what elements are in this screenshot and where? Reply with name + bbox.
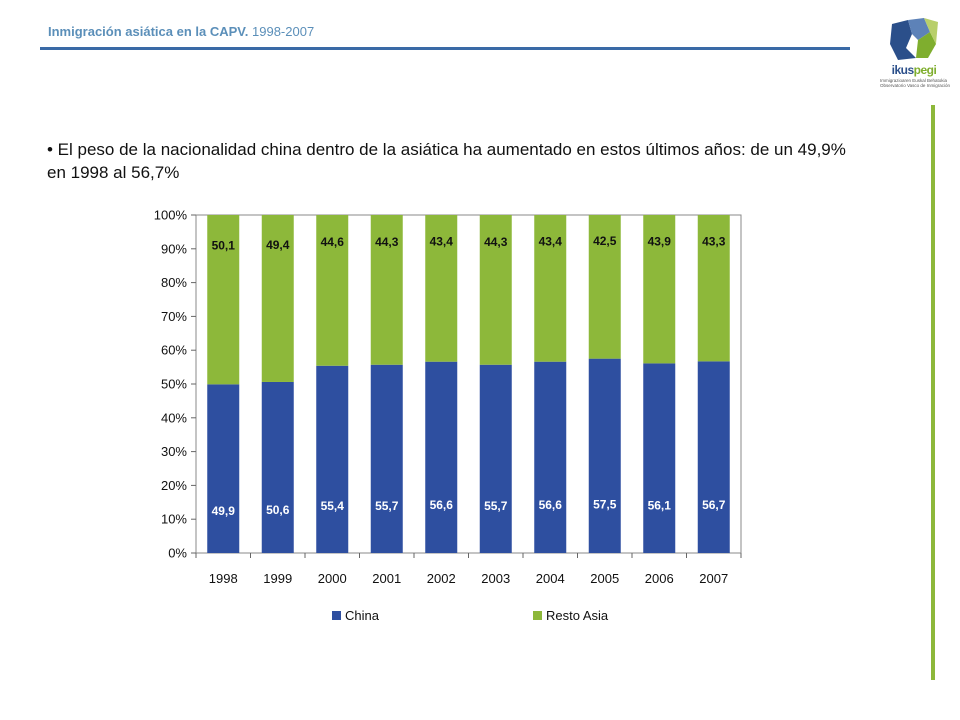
ikuspegi-logo-icon [890, 18, 938, 60]
bar-china-2001 [370, 364, 403, 553]
x-tick-label: 2000 [318, 571, 347, 586]
data-label-resto-asia-2004: 43,4 [539, 234, 563, 248]
logo-subtitle-line2: Observatorio Vasco de Inmigración [880, 83, 950, 88]
bar-china-1999 [261, 381, 294, 553]
data-label-resto-asia-2003: 44,3 [484, 235, 508, 249]
bar-resto-asia-1999 [261, 215, 294, 382]
bar-china-2003 [479, 364, 512, 553]
data-label-resto-asia-2000: 44,6 [321, 235, 345, 249]
data-label-china-2001: 55,7 [375, 499, 399, 513]
data-label-china-2003: 55,7 [484, 499, 508, 513]
bullet-text: • El peso de la nacionalidad china dentr… [47, 140, 846, 182]
data-label-china-2007: 56,7 [702, 498, 726, 512]
legend-swatch-china [332, 611, 341, 620]
bar-china-2006 [643, 363, 676, 553]
side-divider [931, 105, 935, 680]
bar-resto-asia-2004 [534, 215, 567, 362]
bar-china-2007 [697, 361, 730, 553]
header-title: Inmigración asiática en la CAPV. 1998-20… [48, 24, 314, 39]
logo-subtitle-line1: Immigrazioaren Euskal Behatokia [880, 78, 948, 83]
y-tick-label: 30% [161, 444, 187, 459]
x-tick-label: 1999 [263, 571, 292, 586]
data-label-resto-asia-1999: 49,4 [266, 238, 290, 252]
data-label-resto-asia-2007: 43,3 [702, 234, 726, 248]
logo-subtitle: Immigrazioaren Euskal Behatokia Observat… [880, 78, 950, 88]
x-tick-label: 2007 [699, 571, 728, 586]
x-tick-label: 2006 [645, 571, 674, 586]
bar-china-2005 [588, 358, 621, 553]
ikuspegi-logo: ikuspegi Immigrazioaren Euskal Behatokia… [878, 14, 950, 94]
logo-wordmark: ikuspegi [878, 63, 950, 77]
logo-wordmark-part2: pegi [913, 63, 937, 77]
data-label-china-2002: 56,6 [430, 498, 454, 512]
x-tick-label: 2003 [481, 571, 510, 586]
y-tick-label: 10% [161, 512, 187, 527]
x-tick-label: 2002 [427, 571, 456, 586]
data-label-china-1998: 49,9 [212, 504, 236, 518]
bar-resto-asia-2005 [588, 215, 621, 359]
data-label-china-2000: 55,4 [321, 499, 345, 513]
data-label-resto-asia-2001: 44,3 [375, 235, 399, 249]
data-label-resto-asia-2005: 42,5 [593, 234, 617, 248]
y-tick-label: 100% [154, 208, 188, 223]
legend-label-resto-asia: Resto Asia [546, 608, 609, 623]
data-label-china-2004: 56,6 [539, 498, 563, 512]
bar-resto-asia-2006 [643, 215, 676, 364]
bar-china-2002 [425, 361, 458, 553]
data-label-resto-asia-2006: 43,9 [648, 235, 672, 249]
data-label-china-2005: 57,5 [593, 497, 617, 511]
y-tick-label: 60% [161, 343, 187, 358]
legend-swatch-resto-asia [533, 611, 542, 620]
header-title-years: 1998-2007 [252, 24, 315, 39]
bar-resto-asia-1998 [207, 215, 240, 385]
y-tick-label: 90% [161, 241, 187, 256]
bar-china-1998 [207, 384, 240, 553]
y-tick-label: 70% [161, 309, 187, 324]
logo-wordmark-part1: ikus [891, 63, 915, 77]
y-tick-label: 40% [161, 410, 187, 425]
bar-resto-asia-2000 [316, 215, 349, 366]
x-tick-label: 2005 [590, 571, 619, 586]
bar-resto-asia-2002 [425, 215, 458, 362]
bar-china-2004 [534, 361, 567, 553]
y-tick-label: 50% [161, 377, 187, 392]
data-label-china-1999: 50,6 [266, 503, 290, 517]
bar-resto-asia-2001 [370, 215, 403, 365]
x-tick-label: 2004 [536, 571, 565, 586]
x-tick-label: 2001 [372, 571, 401, 586]
data-label-resto-asia-1998: 50,1 [212, 238, 236, 252]
data-label-china-2006: 56,1 [648, 499, 672, 513]
legend-label-china: China [345, 608, 380, 623]
bar-china-2000 [316, 365, 349, 553]
y-tick-label: 0% [168, 546, 187, 561]
y-tick-label: 80% [161, 275, 187, 290]
bar-resto-asia-2007 [697, 215, 730, 362]
bar-resto-asia-2003 [479, 215, 512, 365]
header-divider [40, 47, 850, 50]
y-tick-label: 20% [161, 478, 187, 493]
data-label-resto-asia-2002: 43,4 [430, 234, 454, 248]
x-tick-label: 1998 [209, 571, 238, 586]
header-title-text: Inmigración asiática en la CAPV. [48, 24, 249, 39]
